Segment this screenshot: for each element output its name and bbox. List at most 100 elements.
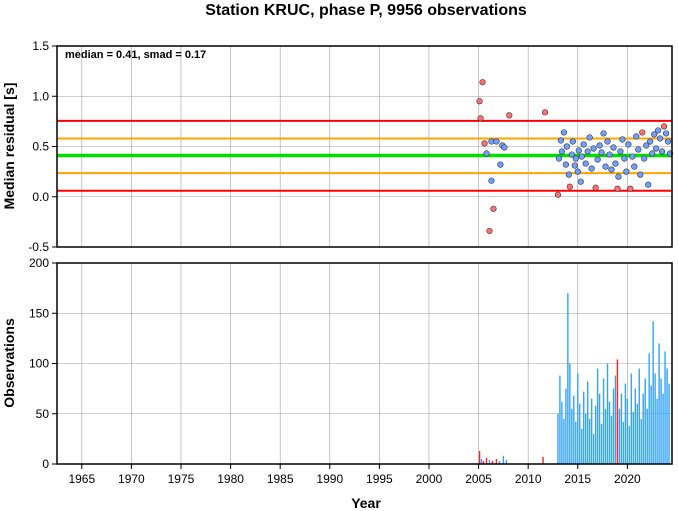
residual-point xyxy=(664,138,672,145)
observation-bar xyxy=(608,401,611,464)
residual-point xyxy=(631,163,638,170)
residual-point xyxy=(493,138,500,145)
residual-point xyxy=(610,144,617,151)
residual-point xyxy=(479,79,486,86)
x-tick-label: 1990 xyxy=(316,472,343,486)
observation-bar xyxy=(598,393,601,464)
residual-point xyxy=(578,153,585,160)
residual-y-ticks: -0.5 0.0 0.5 1.0 1.5 xyxy=(28,39,57,254)
observation-bar xyxy=(567,293,569,464)
x-tick-label: 1970 xyxy=(118,472,145,486)
residual-panel: -0.5 0.0 0.5 1.0 1.5 median = 0.41, smad = 0… xyxy=(1,39,674,254)
observation-bar xyxy=(502,455,505,464)
x-tick-label: 2005 xyxy=(465,472,492,486)
residual-point xyxy=(588,165,595,172)
observation-bar xyxy=(642,393,644,464)
x-tick-label: 1965 xyxy=(68,472,95,486)
residual-point xyxy=(566,183,573,190)
observation-bar xyxy=(644,378,646,464)
residual-point xyxy=(594,156,601,163)
residual-point xyxy=(600,130,607,137)
observation-bar xyxy=(668,383,670,464)
residual-point xyxy=(653,145,660,152)
residual-point xyxy=(655,127,662,134)
residual-point xyxy=(557,137,565,144)
residual-point xyxy=(625,141,632,148)
residual-annotation: median = 0.41, smad = 0.17 xyxy=(65,49,206,61)
reference-lines xyxy=(57,119,672,192)
residual-point xyxy=(645,181,652,188)
observation-bar xyxy=(488,459,491,464)
observations-y-axis-label: Observations xyxy=(1,318,17,408)
year-x-axis-label: Year xyxy=(351,495,381,511)
residual-point xyxy=(596,142,603,149)
residual-point xyxy=(602,163,609,170)
residual-point xyxy=(497,161,504,168)
observation-bar xyxy=(485,457,488,464)
residual-point xyxy=(614,185,621,192)
y-tick-label: 0.5 xyxy=(32,140,49,154)
residual-point xyxy=(623,168,630,175)
x-tick-label: 1980 xyxy=(217,472,244,486)
observation-bar xyxy=(612,388,615,464)
observation-bar xyxy=(618,408,621,464)
residual-point xyxy=(637,171,644,178)
y-tick-label: 1.5 xyxy=(32,39,49,53)
residual-point xyxy=(575,147,582,154)
observation-bar xyxy=(626,398,629,464)
x-tick-label: 1985 xyxy=(267,472,294,486)
observation-bar xyxy=(646,408,648,464)
observation-bar xyxy=(498,460,501,464)
residual-point xyxy=(558,148,565,155)
residual-point xyxy=(621,155,628,162)
residual-grid xyxy=(57,45,672,248)
residual-point xyxy=(590,145,597,152)
residual-point xyxy=(629,153,636,160)
observation-bar xyxy=(660,378,662,464)
observation-bar xyxy=(638,368,640,464)
residual-point xyxy=(501,144,508,151)
chart-title: Station KRUC, phase P, 9956 observations xyxy=(205,2,527,19)
observation-bar xyxy=(634,388,636,464)
observation-bar xyxy=(583,391,585,464)
y-tick-label: 50 xyxy=(36,407,50,421)
residual-point xyxy=(608,166,615,173)
y-tick-label: 0.0 xyxy=(32,190,49,204)
residual-point xyxy=(649,150,656,157)
observation-bar xyxy=(575,421,577,464)
observation-bar xyxy=(614,375,617,464)
residual-point xyxy=(565,171,572,178)
observation-bar xyxy=(650,385,652,464)
observation-bar xyxy=(563,418,565,464)
residual-point xyxy=(612,160,619,167)
observation-bar xyxy=(654,373,656,464)
residual-point xyxy=(606,151,613,158)
observation-bar xyxy=(664,351,666,464)
residual-point xyxy=(569,138,576,145)
x-tick-label: 2020 xyxy=(614,472,641,486)
residual-point xyxy=(656,135,664,142)
y-tick-label: 150 xyxy=(29,306,49,320)
observation-bar xyxy=(622,421,625,464)
observation-bar xyxy=(586,381,589,464)
observation-bar xyxy=(632,411,635,464)
observation-bar xyxy=(600,423,603,464)
residual-point xyxy=(563,143,570,150)
observation-bar xyxy=(569,363,571,464)
observation-bar xyxy=(604,408,607,464)
x-tick-label: 1995 xyxy=(366,472,393,486)
residual-point xyxy=(488,177,495,184)
observation-bar xyxy=(658,343,660,464)
observation-bar xyxy=(573,395,575,464)
residual-point xyxy=(580,141,587,148)
residual-point xyxy=(572,155,579,162)
observation-bar xyxy=(557,413,559,464)
observation-bar xyxy=(561,401,563,464)
observation-bar xyxy=(588,418,591,464)
x-tick-label: 2010 xyxy=(515,472,542,486)
observation-bar xyxy=(542,456,544,464)
residual-point xyxy=(582,160,589,167)
residual-point xyxy=(555,155,563,162)
observation-bar xyxy=(640,418,642,464)
